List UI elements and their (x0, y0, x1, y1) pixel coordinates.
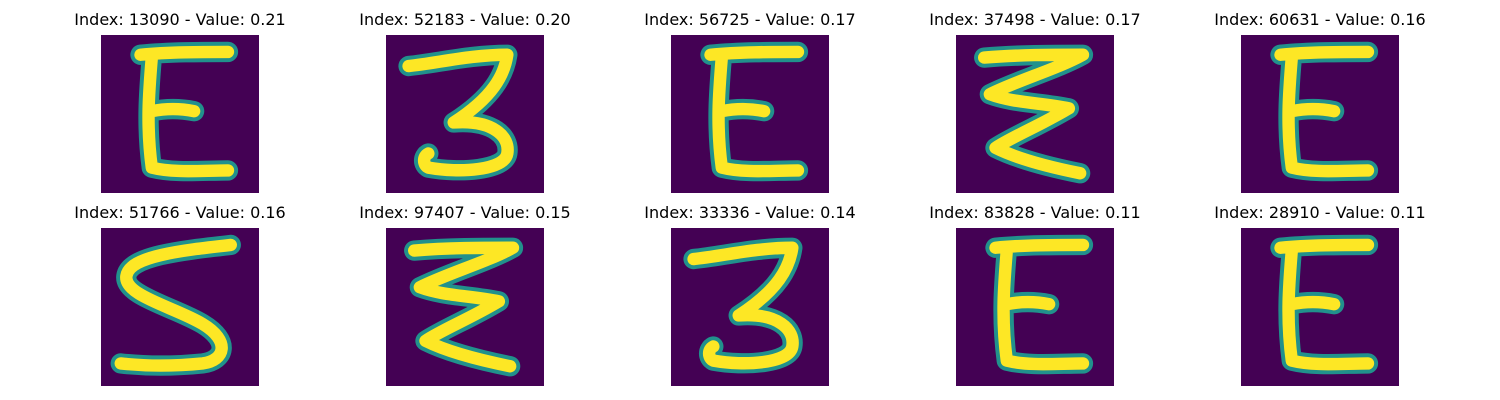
panel-title: Index: 33336 - Value: 0.14 (644, 203, 856, 222)
glyph-stroke (989, 238, 1090, 371)
panel-title: Index: 28910 - Value: 0.11 (1214, 203, 1426, 222)
glyph-stroke (114, 238, 237, 372)
glyph-stroke (704, 45, 805, 178)
digit-image (386, 35, 544, 193)
digit-image (386, 228, 544, 386)
panel-10: Index: 28910 - Value: 0.11 (1195, 193, 1445, 386)
digit-image (956, 228, 1114, 386)
panel-1: Index: 13090 - Value: 0.21 (55, 0, 305, 193)
panel-title: Index: 52183 - Value: 0.20 (359, 10, 571, 29)
panel-title: Index: 37498 - Value: 0.17 (929, 10, 1141, 29)
digit-image (101, 35, 259, 193)
glyph-stroke (978, 48, 1090, 180)
panel-7: Index: 97407 - Value: 0.15 (340, 193, 590, 386)
panel-title: Index: 83828 - Value: 0.11 (929, 203, 1141, 222)
digit-image (671, 228, 829, 386)
digit-image (101, 228, 259, 386)
panel-9: Index: 83828 - Value: 0.11 (910, 193, 1160, 386)
glyph-stroke (1274, 238, 1375, 371)
panel-5: Index: 60631 - Value: 0.16 (1195, 0, 1445, 193)
panel-4: Index: 37498 - Value: 0.17 (910, 0, 1160, 193)
panel-8: Index: 33336 - Value: 0.14 (625, 193, 875, 386)
glyph-stroke (1274, 45, 1375, 178)
digit-image (956, 35, 1114, 193)
panel-title: Index: 56725 - Value: 0.17 (644, 10, 856, 29)
digit-image (1241, 35, 1399, 193)
glyph-stroke (134, 45, 235, 178)
glyph-stroke (687, 241, 799, 370)
panel-title: Index: 13090 - Value: 0.21 (74, 10, 286, 29)
glyph-stroke (408, 241, 520, 373)
digit-image (671, 35, 829, 193)
panel-title: Index: 51766 - Value: 0.16 (74, 203, 286, 222)
digit-image (1241, 228, 1399, 386)
panel-3: Index: 56725 - Value: 0.17 (625, 0, 875, 193)
panel-2: Index: 52183 - Value: 0.20 (340, 0, 590, 193)
glyph-stroke (402, 48, 514, 177)
panel-title: Index: 60631 - Value: 0.16 (1214, 10, 1426, 29)
panel-6: Index: 51766 - Value: 0.16 (55, 193, 305, 386)
panel-title: Index: 97407 - Value: 0.15 (359, 203, 571, 222)
